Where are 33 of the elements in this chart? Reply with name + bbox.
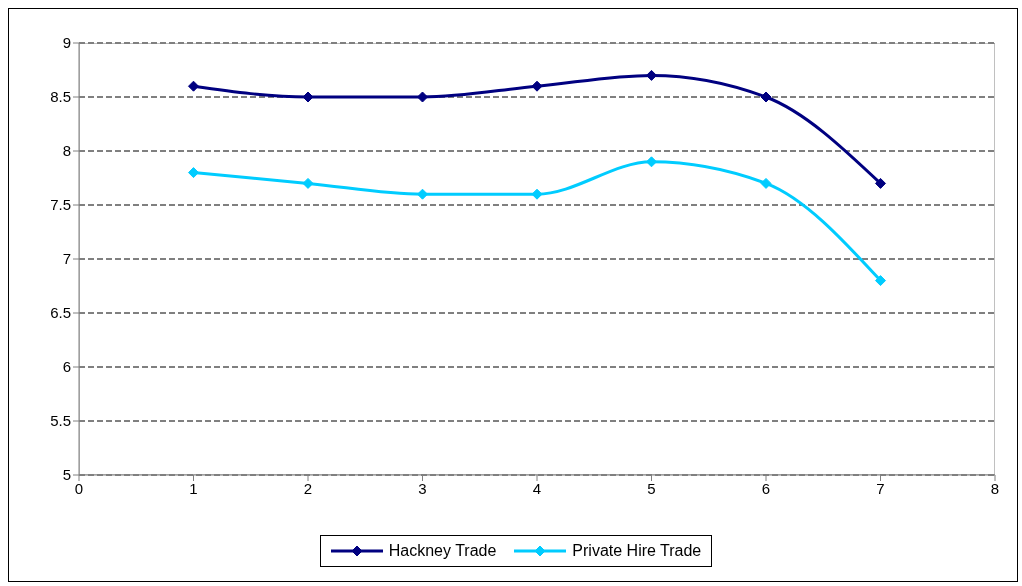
point [875, 275, 886, 287]
y-tick-label: 8 [62, 142, 71, 160]
point [760, 91, 772, 103]
point [188, 167, 199, 179]
x-tick-label: 4 [532, 479, 542, 497]
point [417, 91, 428, 103]
point [188, 80, 199, 92]
x-tick-label: 5 [647, 479, 656, 497]
y-tick-label: 7.5 [50, 196, 71, 214]
point [302, 177, 314, 189]
y-tick-label: 7 [62, 250, 71, 268]
x-tick-label: 6 [761, 479, 771, 497]
x-tick-label: 3 [418, 479, 427, 497]
point [417, 188, 428, 200]
y-tick-label: 9 [62, 34, 71, 52]
x-tick-label: 0 [74, 479, 84, 497]
point [760, 177, 772, 189]
y-tick-label: 5.5 [50, 412, 71, 430]
point [646, 69, 657, 81]
x-tick-label: 7 [876, 479, 885, 497]
y-tick-label: 8.5 [50, 88, 71, 106]
x-tick-label: 8 [990, 479, 1000, 497]
y-tick-label: 5 [62, 466, 71, 484]
x-tick-label: 2 [303, 479, 313, 497]
legend-label: Hackney Trade [388, 542, 497, 560]
point [875, 177, 886, 189]
point [646, 156, 657, 168]
point [531, 80, 543, 92]
y-tick-label: 6 [62, 358, 71, 376]
y-tick-label: 6.5 [50, 304, 71, 322]
point [531, 188, 543, 200]
x-tick-label: 1 [189, 479, 198, 497]
legend-label: Private Hire Trade [572, 542, 702, 560]
